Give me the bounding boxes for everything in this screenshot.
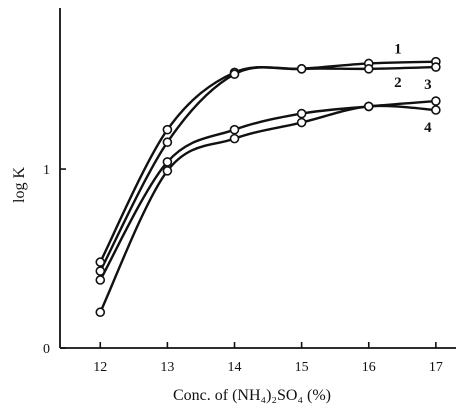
data-point: [296, 117, 307, 128]
data-point: [95, 307, 106, 318]
data-point: [296, 108, 307, 119]
data-point: [363, 64, 374, 74]
y-tick-label: 0: [43, 342, 50, 357]
data-point: [229, 124, 240, 135]
series-label-2: 2: [394, 75, 402, 91]
x-tick-label: 15: [295, 360, 309, 375]
data-point: [431, 62, 441, 72]
data-point: [162, 137, 173, 148]
series-line-1: [99, 60, 438, 264]
data-point: [162, 124, 173, 135]
data-point: [95, 257, 106, 267]
data-point: [296, 64, 307, 74]
series-line-3: [99, 99, 438, 282]
series-lines: [99, 60, 438, 314]
data-point: [363, 101, 374, 112]
series-label-4: 4: [424, 120, 432, 136]
data-point: [95, 275, 106, 285]
data-point: [162, 166, 173, 176]
data-point: [431, 105, 441, 115]
y-tick-label: 1: [43, 163, 50, 178]
x-tick-label: 13: [160, 360, 174, 375]
x-tick-label: 17: [429, 360, 443, 375]
x-tick-label: 16: [362, 360, 376, 375]
x-axis-label: Conc. of (NH₄)₂SO₄ (%): [173, 387, 331, 404]
x-tick-label: 12: [93, 360, 107, 375]
data-point: [431, 96, 441, 106]
y-ticks: 01: [43, 163, 66, 357]
axes: [59, 8, 456, 349]
data-point: [95, 266, 106, 276]
series-label-3: 3: [424, 77, 432, 93]
series-labels: 1 2 3 4: [394, 42, 432, 136]
data-points: [95, 56, 441, 318]
data-point: [229, 133, 240, 144]
data-point: [229, 69, 240, 80]
x-tick-label: 14: [228, 360, 242, 375]
x-ticks: 12 13 14 15 16 17: [93, 342, 443, 375]
series-line-2: [99, 65, 438, 273]
data-point: [162, 157, 173, 167]
series-label-1: 1: [394, 42, 402, 58]
y-axis-label: log K: [11, 167, 28, 203]
series-line-4: [99, 104, 438, 314]
